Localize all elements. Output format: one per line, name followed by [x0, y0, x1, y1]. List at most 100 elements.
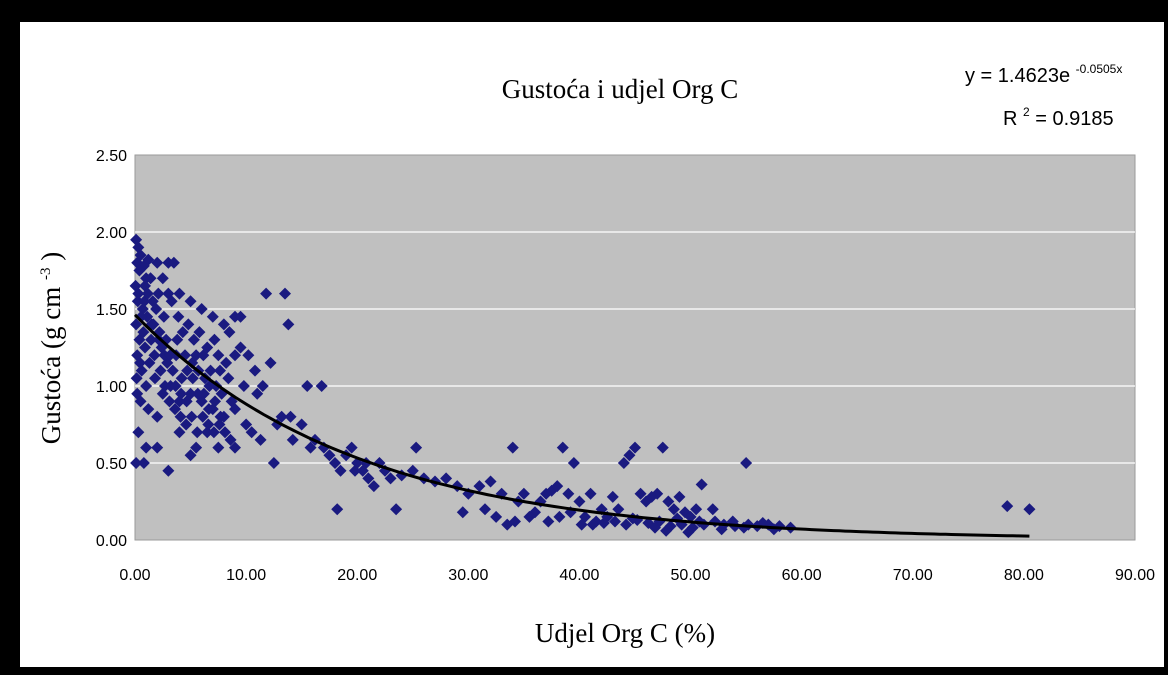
data-point	[214, 410, 227, 423]
data-point	[331, 503, 344, 516]
data-point	[473, 480, 486, 493]
data-point	[682, 526, 695, 539]
y-axis-label-main: Gustoća (g cm	[36, 287, 66, 444]
data-point	[573, 495, 586, 508]
data-point	[220, 356, 233, 369]
x-tick-label: 50.00	[671, 567, 711, 584]
data-point	[185, 410, 198, 423]
data-point	[242, 349, 255, 362]
data-point	[586, 518, 599, 531]
data-point	[134, 356, 146, 369]
data-point	[229, 441, 241, 454]
data-point	[479, 503, 491, 516]
data-point	[144, 272, 157, 285]
data-point	[207, 426, 220, 439]
data-point	[254, 433, 267, 446]
data-point	[166, 364, 179, 377]
data-point	[219, 426, 231, 439]
data-point	[174, 410, 187, 423]
data-point	[151, 256, 164, 269]
data-point	[286, 433, 299, 446]
data-point	[162, 464, 175, 477]
data-point	[195, 303, 208, 315]
data-point	[141, 310, 154, 323]
data-point	[706, 503, 719, 516]
data-point	[715, 523, 728, 536]
r-squared-value: = 0.9185	[1035, 108, 1113, 130]
data-point	[349, 464, 361, 477]
data-point	[214, 364, 226, 377]
data-point	[695, 478, 708, 491]
y-axis-label-sup: -3	[38, 268, 54, 281]
data-point	[620, 518, 633, 531]
data-point	[1023, 503, 1036, 516]
data-point	[542, 515, 555, 528]
data-point	[264, 356, 277, 369]
data-point	[567, 457, 580, 469]
data-point	[204, 364, 217, 377]
data-point	[176, 326, 189, 339]
data-point	[135, 364, 148, 377]
x-tick-label: 30.00	[448, 567, 488, 584]
data-point	[136, 303, 149, 315]
data-point	[634, 487, 647, 500]
data-point	[130, 372, 143, 385]
data-point	[151, 441, 164, 454]
x-tick-label: 40.00	[559, 567, 599, 584]
data-point	[150, 303, 163, 315]
data-point	[295, 418, 308, 431]
data-point	[390, 503, 403, 516]
data-point	[130, 318, 143, 331]
x-axis-label: Udjel Org C (%)	[535, 618, 715, 648]
data-point	[143, 356, 156, 369]
data-point	[145, 333, 158, 346]
data-point	[651, 487, 664, 500]
equation-prefix: y = 1.4623e	[965, 65, 1070, 87]
equation-line-2: R 2 = 0.9185	[1003, 99, 1114, 130]
data-point	[175, 387, 188, 400]
data-point	[208, 333, 221, 346]
data-point	[617, 457, 630, 469]
data-point	[553, 510, 566, 523]
data-point	[740, 457, 753, 469]
chart-title: Gustoća i udjel Org C	[502, 74, 738, 104]
data-point	[484, 475, 497, 488]
data-point	[301, 380, 314, 392]
data-point	[147, 318, 160, 331]
trendline-group	[133, 313, 1030, 538]
data-point	[329, 457, 341, 469]
data-point	[154, 364, 167, 377]
data-point	[163, 395, 176, 408]
data-point	[186, 372, 199, 385]
data-point	[169, 380, 182, 392]
data-point	[202, 418, 215, 431]
data-point	[673, 490, 686, 503]
y-tick-label: 1.50	[96, 302, 127, 319]
data-point	[223, 326, 236, 339]
data-point	[173, 395, 186, 408]
data-point	[684, 510, 697, 523]
equation-exponent: -0.0505x	[1076, 62, 1123, 76]
y-tick-label: 1.00	[96, 379, 127, 396]
data-point	[367, 480, 380, 493]
data-point	[282, 318, 295, 331]
data-point	[237, 380, 250, 392]
data-point	[597, 517, 610, 530]
data-point	[175, 372, 188, 385]
data-point	[667, 503, 680, 516]
data-point	[224, 433, 237, 446]
data-point	[334, 464, 347, 477]
data-point	[187, 333, 200, 346]
data-point	[142, 403, 155, 416]
data-point	[612, 503, 625, 516]
data-point	[234, 341, 247, 354]
data-point	[217, 318, 230, 331]
trendline	[133, 313, 1030, 538]
data-point	[197, 349, 210, 362]
data-point	[229, 349, 241, 362]
data-point	[656, 441, 669, 454]
r-squared-sup: 2	[1023, 105, 1030, 119]
data-point	[201, 426, 214, 439]
data-point	[152, 287, 165, 300]
